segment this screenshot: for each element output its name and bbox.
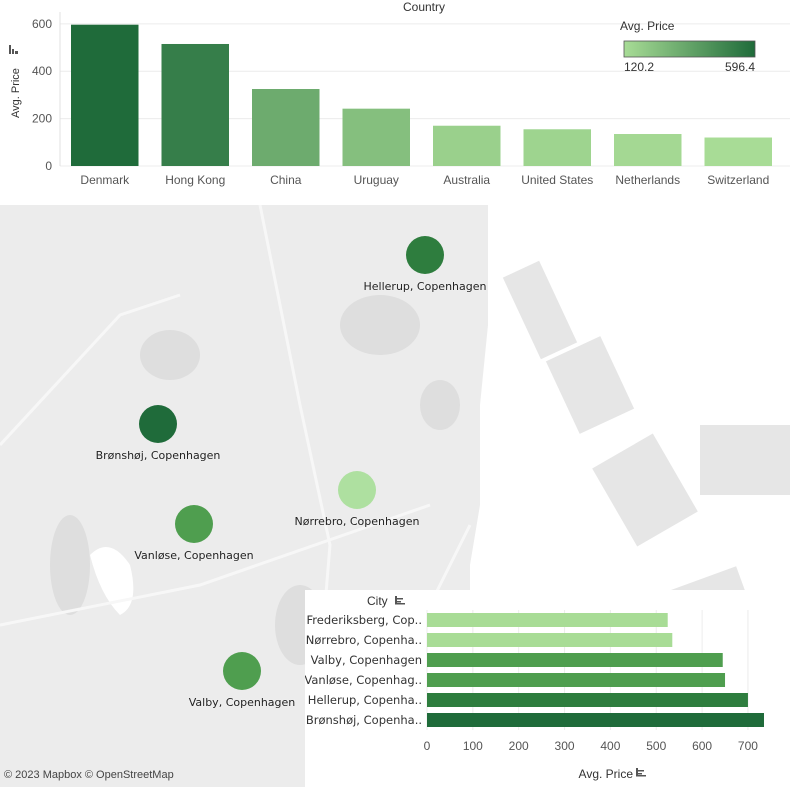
map-point-hellerup[interactable] xyxy=(406,236,444,274)
bar-city-1[interactable] xyxy=(427,633,673,647)
y-axis-title: Avg. Price xyxy=(9,45,22,118)
lake xyxy=(90,547,134,615)
map-point-valby[interactable] xyxy=(223,652,261,690)
map-point-brønshøj[interactable] xyxy=(139,405,177,443)
y-tick-label: Nørrebro, Copenha.. xyxy=(306,633,422,647)
legend-max-label: 596.4 xyxy=(725,60,755,74)
y-tick-label: 200 xyxy=(32,112,52,126)
bar-city-2[interactable] xyxy=(427,653,723,667)
x-tick-label: Hong Kong xyxy=(165,173,225,187)
y-tick-label: Hellerup, Copenha.. xyxy=(308,693,422,707)
legend-gradient-bar xyxy=(623,40,756,58)
x-tick-label: China xyxy=(270,173,302,187)
y-tick-label: 0 xyxy=(45,159,52,173)
map-point-label: Brønshøj, Copenhagen xyxy=(95,449,221,462)
x-tick-label: Switzerland xyxy=(707,173,769,187)
bar-uruguay[interactable] xyxy=(342,108,411,166)
bar-denmark[interactable] xyxy=(71,24,139,166)
x-tick-label: 400 xyxy=(600,739,620,753)
country-header: Country xyxy=(403,0,445,14)
x-tick-label: 500 xyxy=(646,739,666,753)
y-tick-label: Vanløse, Copenhag.. xyxy=(305,673,422,687)
x-tick-label: Netherlands xyxy=(615,173,680,187)
bar-switzerland[interactable] xyxy=(704,137,773,166)
x-tick-label: Uruguay xyxy=(354,173,399,187)
map-point-label: Nørrebro, Copenhagen xyxy=(294,515,420,528)
bar-australia[interactable] xyxy=(433,125,501,166)
x-tick-label: 600 xyxy=(692,739,712,753)
bar-china[interactable] xyxy=(252,89,320,166)
x-axis-label: Avg. Price xyxy=(579,767,634,781)
legend-min-label: 120.2 xyxy=(624,60,654,74)
city-header-label: City xyxy=(367,594,388,608)
map-attribution[interactable]: © 2023 Mapbox © OpenStreetMap xyxy=(4,769,174,781)
x-tick-label: 200 xyxy=(509,739,529,753)
city-map[interactable]: Hellerup, Copenhagen Brønshøj, Copenhagen… xyxy=(0,205,790,787)
x-tick-label: 0 xyxy=(424,739,431,753)
color-legend: Avg. Price 120.2 596.4 xyxy=(620,19,756,74)
map-point-nørrebro[interactable] xyxy=(338,471,376,509)
bar-city-3[interactable] xyxy=(427,673,726,687)
bar-city-4[interactable] xyxy=(427,693,748,707)
legend-title: Avg. Price xyxy=(620,19,675,33)
bar-netherlands[interactable] xyxy=(614,134,682,166)
sort-icon[interactable] xyxy=(9,45,18,54)
map-point-vanløse[interactable] xyxy=(175,505,213,543)
map-point-label: Vanløse, Copenhagen xyxy=(134,549,254,562)
bar-city-0[interactable] xyxy=(427,613,668,627)
city-header: City xyxy=(367,594,405,608)
map-point-label: Hellerup, Copenhagen xyxy=(363,280,487,293)
sort-icon[interactable] xyxy=(636,768,646,777)
country-chart-panel: Country Avg. Price 0 200 400 600 Denmark Hon… xyxy=(0,0,790,205)
x-tick-label: United States xyxy=(521,173,593,187)
bar-city-5[interactable] xyxy=(427,713,764,727)
y-tick-label: Valby, Copenhagen xyxy=(311,653,422,667)
x-tick-label: 100 xyxy=(463,739,483,753)
city-chart-panel: City Frederiksberg, Cop.. Nørrebro, Copen… xyxy=(304,590,790,787)
bar-united-states[interactable] xyxy=(523,129,592,166)
sort-icon[interactable] xyxy=(395,596,405,605)
x-axis-title: Avg. Price xyxy=(579,767,646,781)
city-bar-chart: City Frederiksberg, Cop.. Nørrebro, Copen… xyxy=(304,594,764,781)
y-tick-label: 400 xyxy=(32,64,52,78)
bar-hong-kong[interactable] xyxy=(161,43,230,166)
x-tick-label: 700 xyxy=(738,739,758,753)
x-tick-label: 300 xyxy=(555,739,575,753)
country-bar-chart: Country Avg. Price 0 200 400 600 Denmark Hon… xyxy=(9,0,790,187)
y-tick-label: Brønshøj, Copenha.. xyxy=(306,713,422,727)
x-tick-label: Denmark xyxy=(80,173,130,187)
y-tick-label: Frederiksberg, Cop.. xyxy=(307,613,422,627)
y-tick-label: 600 xyxy=(32,17,52,31)
y-axis-label: Avg. Price xyxy=(10,68,22,118)
x-tick-label: Australia xyxy=(443,173,490,187)
map-point-label: Valby, Copenhagen xyxy=(188,696,296,709)
